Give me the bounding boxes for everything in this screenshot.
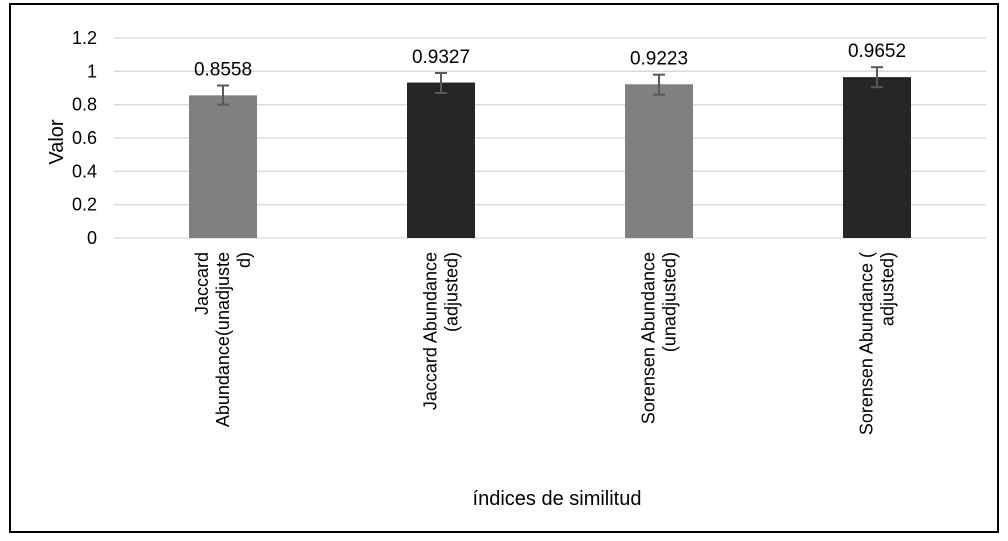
category-label-line: adjusted) xyxy=(878,252,898,326)
bar-1 xyxy=(189,95,257,238)
bar-3 xyxy=(625,84,693,239)
y-axis-title: Valor xyxy=(46,119,68,165)
category-label-line: Jaccard Abundance xyxy=(421,252,441,410)
category-label-line: (adjusted) xyxy=(442,252,462,332)
y-tick-label: 0.8 xyxy=(72,95,97,115)
y-tick-label: 0.6 xyxy=(72,128,97,148)
category-label-line: Sorensen Abundance ( xyxy=(857,252,877,435)
x-axis-title: índices de similitud xyxy=(473,488,642,510)
data-label-4: 0.9652 xyxy=(848,41,906,62)
bar-4 xyxy=(843,77,911,238)
data-label-3: 0.9223 xyxy=(630,49,688,70)
category-label-line: d) xyxy=(234,252,254,268)
data-labels: 0.8558 0.9327 0.9223 0.9652 xyxy=(194,41,906,80)
chart-frame: 0 0.2 0.4 0.6 0.8 1 1.2 0.8558 0.9327 0.9223 0.96… xyxy=(9,3,999,533)
category-label-2: Jaccard Abundance (adjusted) xyxy=(421,252,462,410)
error-bar-1 xyxy=(217,84,229,106)
y-axis-ticks: 0 0.2 0.4 0.6 0.8 1 1.2 xyxy=(72,28,97,248)
y-tick-label: 0 xyxy=(87,228,97,248)
data-label-2: 0.9327 xyxy=(412,47,470,68)
category-label-4: Sorensen Abundance (adjusted) xyxy=(857,252,898,435)
bar-2 xyxy=(407,82,475,238)
bar-chart: 0 0.2 0.4 0.6 0.8 1 1.2 0.8558 0.9327 0.9223 0.96… xyxy=(46,28,986,510)
data-label-1: 0.8558 xyxy=(194,60,252,81)
category-label-1: Jaccard Abundance(unadjuste d) xyxy=(192,252,254,427)
error-bar-4 xyxy=(871,66,883,89)
error-bars xyxy=(217,66,883,106)
gridlines xyxy=(114,37,986,239)
y-tick-label: 1 xyxy=(87,61,97,81)
y-tick-label: 0.2 xyxy=(72,195,97,215)
x-axis-category-labels: Jaccard Abundance(unadjuste d) Jaccard Abun… xyxy=(192,252,898,435)
category-label-line: Jaccard xyxy=(192,252,212,315)
y-tick-label: 0.4 xyxy=(72,161,97,181)
error-bar-3 xyxy=(653,73,665,96)
category-label-line: Abundance(unadjuste xyxy=(213,252,233,427)
bars xyxy=(189,77,911,239)
error-bar-2 xyxy=(435,72,447,94)
category-label-line: (unadjusted) xyxy=(660,252,680,352)
y-tick-label: 1.2 xyxy=(72,28,97,48)
category-label-line: Sorensen Abundance xyxy=(639,252,659,424)
category-label-3: Sorensen Abundance (unadjusted) xyxy=(639,252,680,424)
